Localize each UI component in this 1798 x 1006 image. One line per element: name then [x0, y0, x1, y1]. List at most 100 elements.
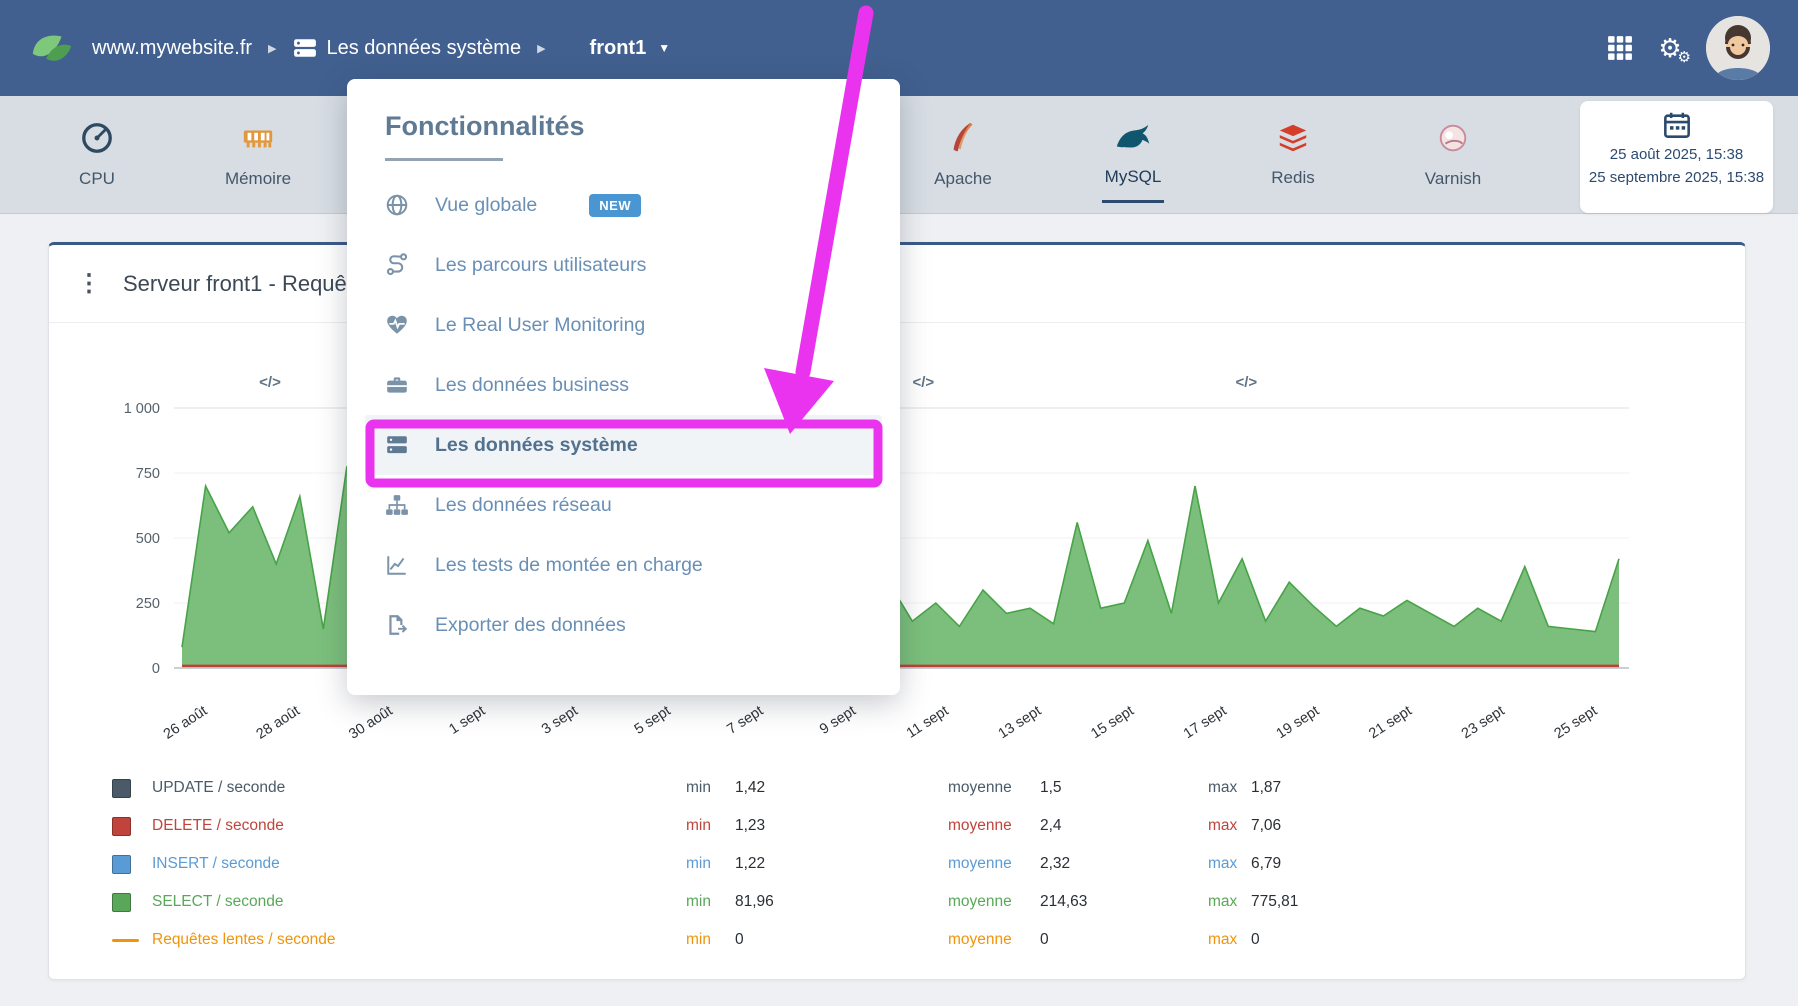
tab-apache[interactable]: Apache [908, 96, 1018, 213]
x-tick-label: 21 sept [1366, 703, 1415, 742]
daterange-panel[interactable]: 25 août 2025, 15:38 25 septembre 2025, 1… [1580, 101, 1773, 213]
x-tick-label: 19 sept [1274, 703, 1323, 742]
user-journey-route-icon [385, 253, 409, 277]
x-tick-label: 11 sept [904, 703, 952, 742]
breadcrumb-section[interactable]: Les données système [293, 37, 521, 60]
x-tick-label: 26 août [161, 703, 210, 743]
chevron-right-icon: ▶ [537, 42, 546, 55]
legend-swatch-insert[interactable] [112, 854, 131, 874]
legend-avg-key: moyenne [948, 931, 1012, 948]
server-icon [293, 37, 317, 59]
legend-row-update: UPDATE / seconde min 1,42 moyenne 1,5 ma… [112, 769, 1745, 807]
menu-item-tests-montee-en-charge[interactable]: Les tests de montée en charge [347, 535, 900, 595]
server-selector-label: front1 [589, 36, 647, 59]
legend-avg-key: moyenne [948, 855, 1012, 872]
redis-cube-icon [1276, 122, 1310, 159]
user-avatar[interactable] [1706, 16, 1770, 80]
legend-min-value: 1,42 [735, 779, 766, 796]
legend-avg-value: 2,32 [1040, 855, 1071, 872]
menu-item-donnees-systeme[interactable]: Les données système [365, 415, 882, 475]
x-tick-label: 15 sept [1088, 703, 1137, 742]
globe-icon [385, 193, 409, 217]
kebab-menu-icon[interactable]: ⋮ [77, 270, 101, 297]
legend-swatch-update[interactable] [112, 778, 131, 798]
legend-min-key: min [686, 931, 711, 948]
legend-max-key: max [1208, 855, 1238, 872]
leaf-logo-icon[interactable] [28, 28, 74, 68]
x-tick-label: 5 sept [632, 703, 674, 738]
apache-feather-icon [946, 121, 980, 160]
legend-label[interactable]: UPDATE / seconde [152, 779, 286, 796]
menu-item-real-user-monitoring[interactable]: Le Real User Monitoring [347, 295, 900, 355]
legend-min-key: min [686, 855, 711, 872]
network-sitemap-icon [385, 493, 409, 517]
legend-label[interactable]: INSERT / seconde [152, 855, 280, 872]
legend-min-value: 81,96 [735, 893, 774, 910]
legend-label[interactable]: SELECT / seconde [152, 893, 284, 910]
legend-avg-key: moyenne [948, 817, 1012, 834]
breadcrumb-site[interactable]: www.mywebsite.fr [92, 36, 253, 59]
menu-item-donnees-reseau[interactable]: Les données réseau [347, 475, 900, 535]
legend-max-key: max [1208, 779, 1238, 796]
server-stack-icon [385, 433, 409, 457]
x-tick-label: 13 sept [996, 703, 1045, 742]
code-deploy-marker[interactable]: </> [912, 374, 934, 391]
menu-item-vue-globale[interactable]: Vue globale NEW [347, 175, 900, 235]
tab-mysql[interactable]: MySQL [1078, 96, 1188, 213]
menu-item-exporter-donnees[interactable]: Exporter des données [347, 595, 900, 655]
x-tick-label: 23 sept [1459, 703, 1508, 742]
apps-grid-icon[interactable] [1606, 34, 1634, 62]
x-tick-label: 1 sept [446, 703, 488, 738]
x-tick-label: 3 sept [539, 703, 581, 738]
settings-gears-icon[interactable]: ⚙ ⚙ [1658, 33, 1691, 66]
x-tick-label: 30 août [346, 703, 395, 743]
legend-row-insert: INSERT / seconde min 1,22 moyenne 2,32 m… [112, 845, 1745, 883]
menu-item-donnees-business[interactable]: Les données business [347, 355, 900, 415]
legend-avg-value: 214,63 [1040, 893, 1088, 910]
y-tick-label: 750 [136, 466, 160, 482]
tab-cpu[interactable]: CPU [57, 96, 137, 213]
memory-icon [241, 121, 275, 160]
legend-swatch-slow-queries[interactable] [112, 938, 139, 942]
legend-max-value: 0 [1251, 931, 1260, 948]
varnish-logo-icon [1436, 121, 1470, 160]
legend-row-slow-queries: Requêtes lentes / seconde min 0 moyenne … [112, 921, 1745, 959]
legend-swatch-delete[interactable] [112, 816, 131, 836]
heart-pulse-icon [385, 313, 409, 337]
legend-label[interactable]: DELETE / seconde [152, 817, 284, 834]
legend-min-value: 1,22 [735, 855, 766, 872]
legend-avg-value: 2,4 [1040, 817, 1062, 834]
legend-swatch-select[interactable] [112, 892, 131, 912]
tab-redis[interactable]: Redis [1238, 96, 1348, 213]
chart-line-icon [385, 553, 409, 577]
legend-avg-key: moyenne [948, 893, 1012, 910]
x-tick-label: 28 août [254, 703, 303, 743]
server-selector[interactable]: front1 ▼ [590, 37, 671, 60]
legend-label[interactable]: Requêtes lentes / seconde [152, 931, 336, 948]
legend-min-value: 0 [735, 931, 744, 948]
legend-min-value: 1,23 [735, 817, 766, 834]
code-deploy-marker[interactable]: </> [1235, 374, 1257, 391]
chart-legend: UPDATE / seconde min 1,42 moyenne 1,5 ma… [49, 763, 1745, 979]
x-tick-label: 7 sept [724, 703, 766, 738]
card-title: Serveur front1 - Requê [123, 270, 347, 296]
x-tick-label: 25 sept [1552, 703, 1601, 742]
legend-min-key: min [686, 893, 711, 910]
calendar-icon [1663, 112, 1691, 143]
legend-max-key: max [1208, 931, 1238, 948]
tab-varnish[interactable]: Varnish [1393, 96, 1513, 213]
menu-title: Fonctionnalités [385, 111, 585, 141]
daterange-start: 25 août 2025, 15:38 [1609, 146, 1744, 163]
tab-memoire[interactable]: Mémoire [203, 96, 313, 213]
menu-item-parcours-utilisateurs[interactable]: Les parcours utilisateurs [347, 235, 900, 295]
x-tick-label: 17 sept [1181, 703, 1230, 742]
export-file-icon [385, 613, 409, 637]
legend-avg-value: 0 [1040, 931, 1049, 948]
caret-down-icon: ▼ [658, 41, 671, 55]
y-tick-label: 500 [136, 531, 160, 547]
briefcase-icon [385, 373, 409, 397]
code-deploy-marker[interactable]: </> [259, 374, 281, 391]
menu-title-divider [385, 158, 503, 161]
legend-max-key: max [1208, 817, 1238, 834]
